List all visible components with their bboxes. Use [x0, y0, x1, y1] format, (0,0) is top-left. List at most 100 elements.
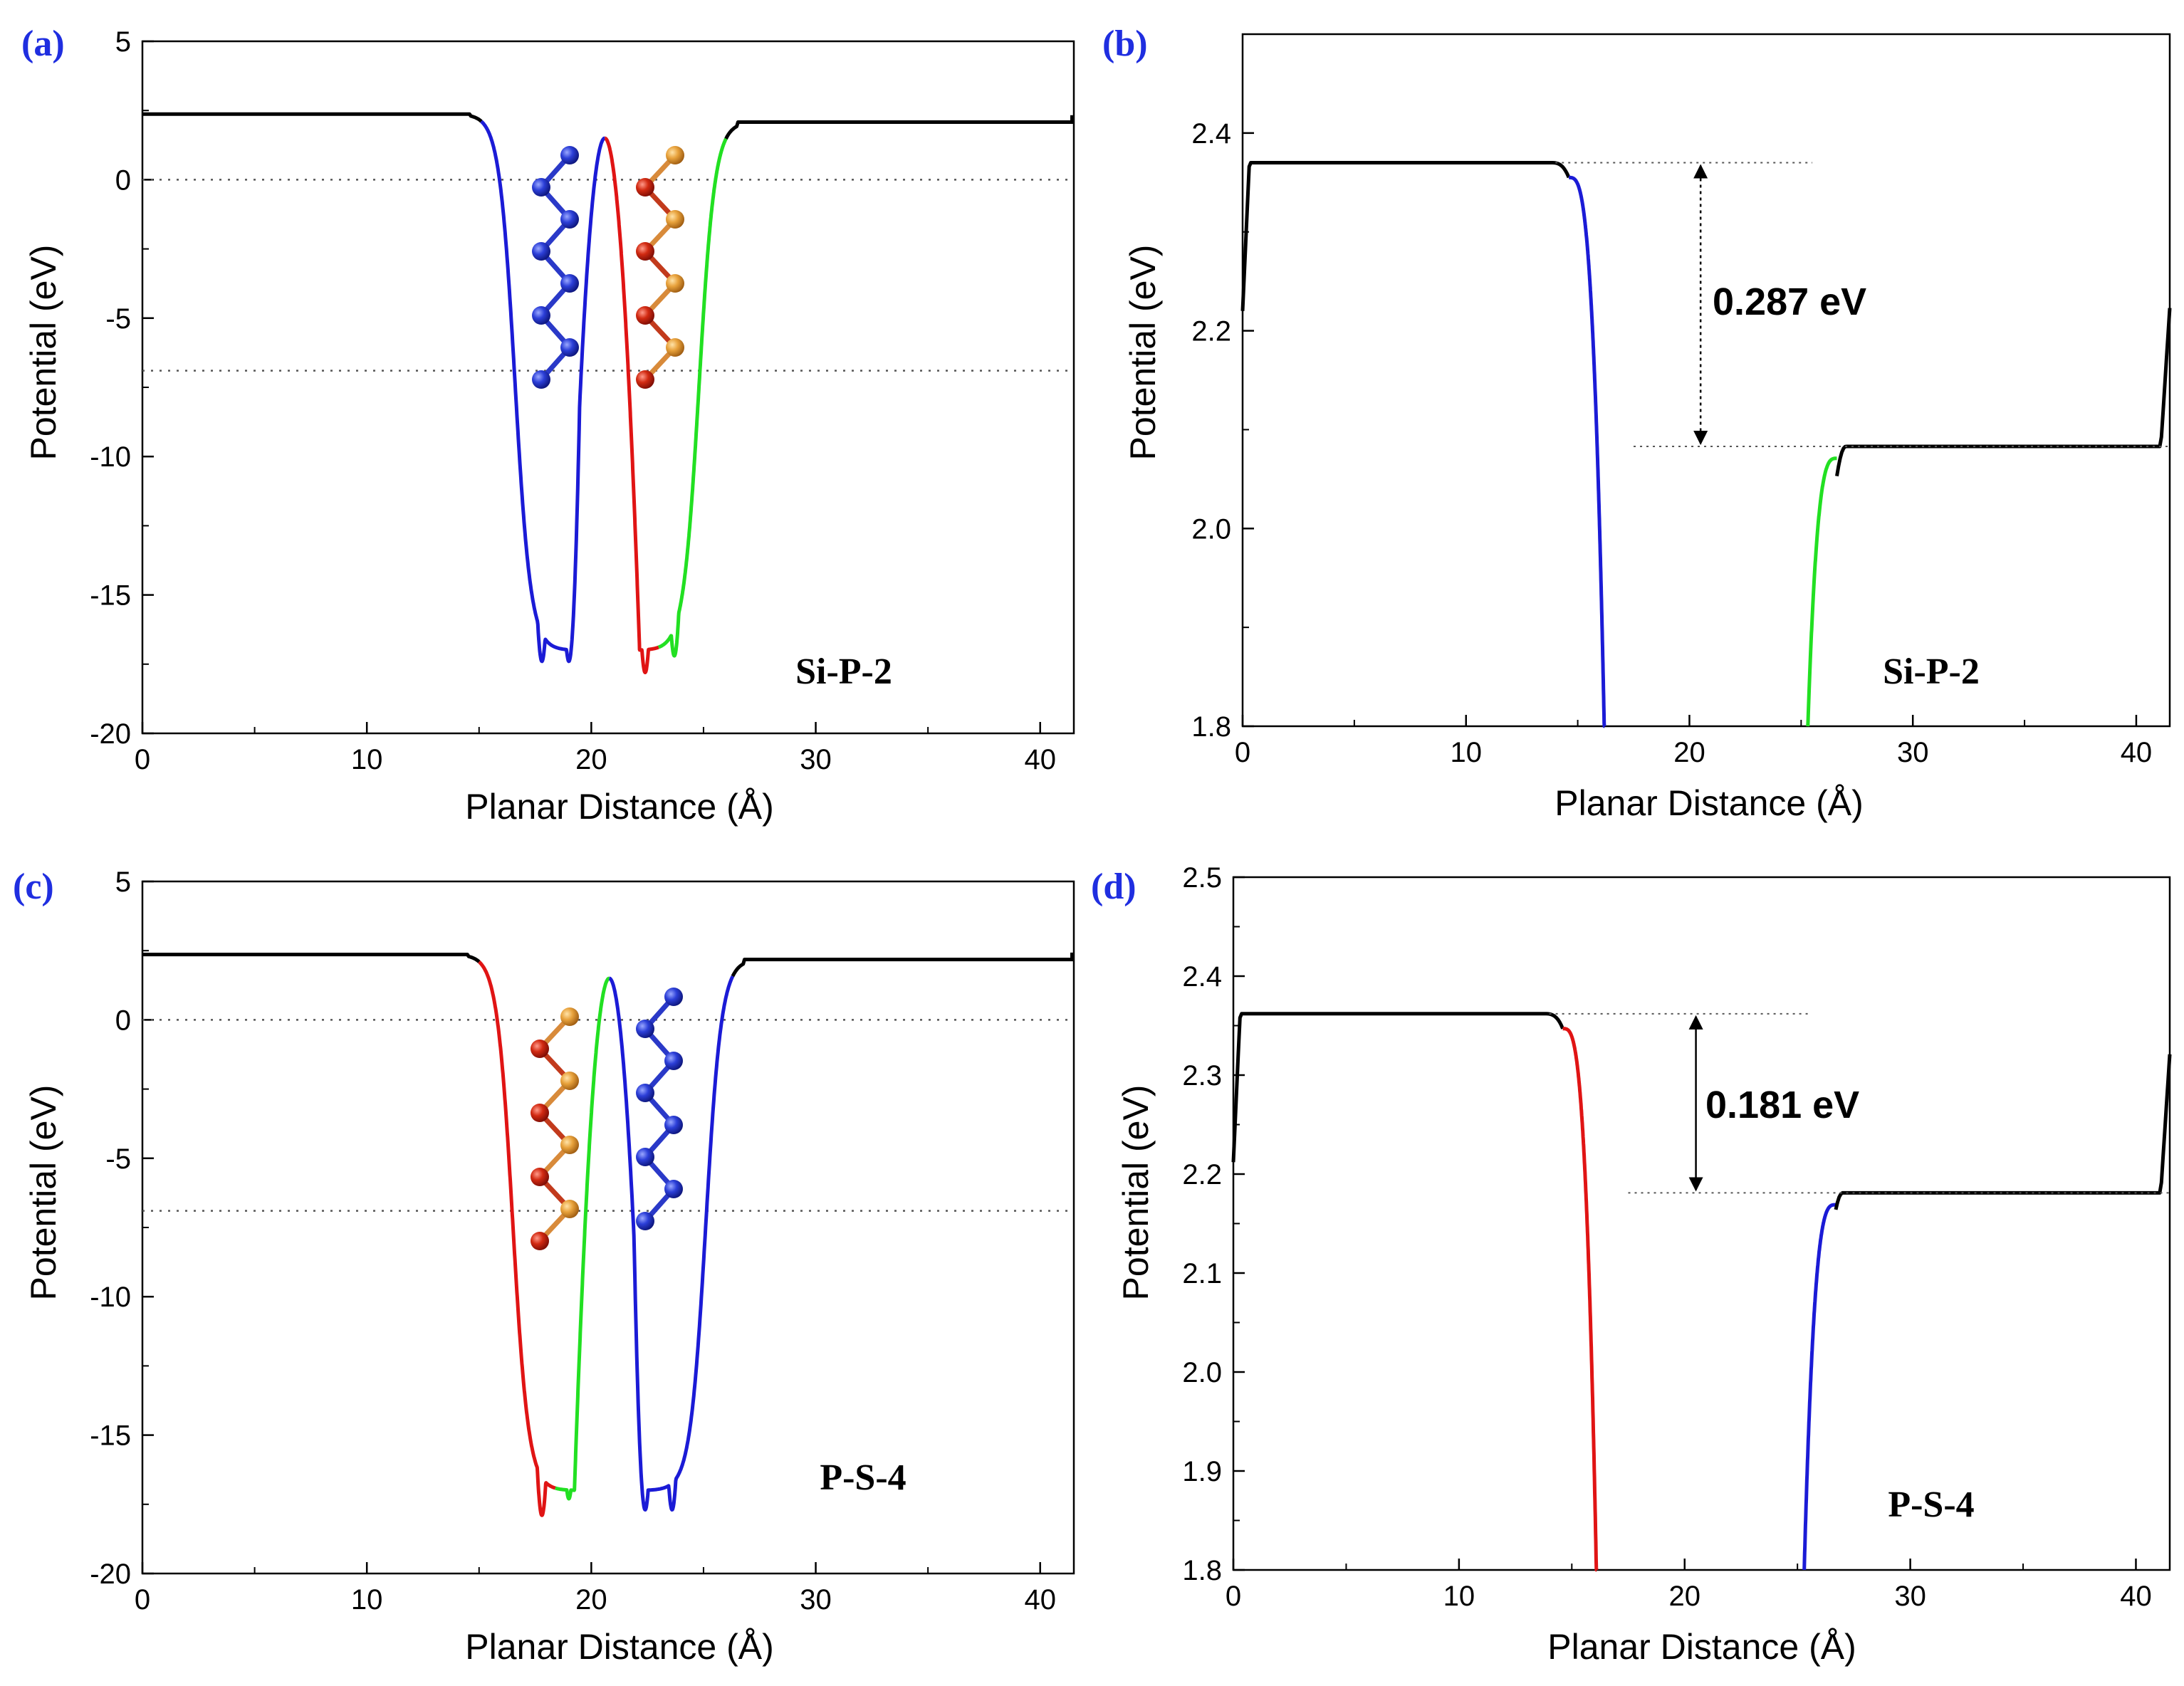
panel-a-bilayer-structure-inset [532, 146, 684, 389]
inset-c-ps-layer-atom [560, 1136, 579, 1154]
panel-d-series-p-atoms [1561, 1027, 1599, 1572]
panel-c-x-tick-label: 10 [351, 1584, 383, 1616]
inset-c-ps-layer-atom [531, 1104, 549, 1122]
inset-a-si-layer-atom [560, 146, 579, 164]
panel-d-y-axis-title: Potential (eV) [1116, 1085, 1156, 1301]
panel-c-potential-p-s-4: 0 10 20 30 40 -20 -15 -10 -5 0 5 (c) P-S-4 Planar … [13, 866, 1075, 1667]
panel-c-x-tick-label: 30 [800, 1584, 832, 1616]
inset-c-si-layer-atom [664, 1052, 683, 1070]
inset-c-si-layer-atom [664, 1180, 683, 1198]
inset-a-ps-layer-atom [636, 178, 654, 197]
panel-b-x-tick-label: 40 [2121, 737, 2153, 768]
panel-a-series-left-vacuum [142, 112, 483, 123]
inset-c-ps-layer-atom [531, 1232, 549, 1250]
inset-a-si-layer-atom [532, 306, 550, 325]
inset-c-si-layer-atom [636, 1020, 654, 1038]
panel-d-y-tick-label: 2.4 [1182, 961, 1222, 993]
inset-a-ps-layer-atom [666, 146, 684, 164]
panel-c-y-tick-label: -15 [90, 1420, 131, 1452]
panel-a-x-tick-label: 20 [575, 744, 607, 775]
panel-a-plot-area: 0 10 20 30 40 -20 -15 -10 -5 0 5 [90, 26, 1075, 775]
panel-d-y-tick-label: 2.5 [1182, 862, 1222, 894]
panel-d-x-tick-label: 20 [1668, 1581, 1700, 1612]
panel-d-x-axis-title: Planar Distance (Å) [1547, 1627, 1856, 1667]
panel-c-y-tick-label: -10 [90, 1282, 131, 1313]
inset-c-ps-layer-atom [560, 1007, 579, 1026]
panel-b-potential-gap-label: 0.287 eV [1713, 281, 1866, 323]
panel-a-y-tick-label: 0 [115, 164, 131, 196]
panel-a-y-tick-label: -5 [105, 303, 131, 335]
panel-c-label: (c) [13, 866, 54, 907]
panel-d-plot-area: 0 10 20 30 40 1.8 1.9 2.0 2.1 2.2 2.3 2.4 2.5 [1182, 862, 2172, 1612]
inset-a-si-layer-atom [560, 210, 579, 229]
panel-a-sample-label: Si-P-2 [795, 651, 892, 692]
panel-d-series-left-vacuum [1231, 1012, 1564, 1163]
inset-c-ps-layer-atom [560, 1072, 579, 1090]
panel-d-potential-zoom-p-s-4: 0 10 20 30 40 1.8 1.9 2.0 2.1 2.2 2.3 2.4 2.5 (d) P-… [1091, 862, 2172, 1667]
inset-a-ps-layer-atom [636, 370, 654, 389]
panel-b-x-tick-label: 20 [1673, 737, 1705, 768]
panel-a-x-tick-label: 10 [351, 744, 383, 775]
inset-c-ps-layer-atom [531, 1040, 549, 1058]
panel-d-x-tick-label: 40 [2120, 1581, 2152, 1612]
inset-c-si-layer-atom [664, 988, 683, 1006]
panel-a-y-tick-label: -15 [90, 580, 131, 612]
panel-c-y-tick-label: 0 [115, 1005, 131, 1036]
panel-c-x-tick-label: 20 [575, 1584, 607, 1616]
panel-d-y-tick-label: 1.9 [1182, 1456, 1222, 1487]
panel-b-y-tick-label: 2.4 [1191, 118, 1231, 150]
panel-b-x-tick-label: 0 [1235, 737, 1250, 768]
panel-a-potential-si-p-2: 0 10 20 30 40 -20 -15 -10 -5 0 5 (a) Si-P-2 Planar… [21, 23, 1075, 827]
panel-b-series-right-vacuum [1835, 308, 2172, 477]
inset-a-si-layer-atom [532, 178, 550, 197]
panel-c-y-tick-label: -5 [105, 1143, 131, 1175]
panel-c-plot-area: 0 10 20 30 40 -20 -15 -10 -5 0 5 [90, 866, 1075, 1616]
panel-d-y-tick-label: 2.1 [1182, 1258, 1222, 1289]
panel-a-x-tick-label: 30 [800, 744, 832, 775]
panel-a-y-tick-label: -20 [90, 718, 131, 750]
panel-b-y-tick-label: 1.8 [1191, 711, 1231, 743]
inset-a-ps-layer-atom [666, 274, 684, 293]
panel-a-series-right-vacuum [724, 120, 1075, 140]
panel-a-y-tick-label: 5 [115, 26, 131, 58]
panel-b-label: (b) [1102, 23, 1148, 64]
panel-d-y-tick-label: 2.3 [1182, 1060, 1222, 1091]
panel-b-plot-area: 0 10 20 30 40 1.8 2.0 2.2 2.4 [1191, 33, 2172, 768]
panel-d-x-tick-label: 0 [1226, 1581, 1241, 1612]
panel-c-series-left-vacuum [142, 953, 481, 963]
panel-c-y-tick-label: -20 [90, 1559, 131, 1590]
panel-a-y-tick-label: -10 [90, 441, 131, 473]
inset-a-si-layer-atom [532, 370, 550, 389]
panel-d-x-tick-label: 10 [1443, 1581, 1475, 1612]
inset-a-ps-layer-atom [636, 242, 654, 261]
panel-a-label: (a) [21, 23, 65, 64]
panel-b-sample-label: Si-P-2 [1883, 651, 1980, 692]
panel-d-potential-gap-label: 0.181 eV [1705, 1084, 1859, 1126]
panel-a-series-si-layer [480, 120, 607, 664]
panel-d-y-tick-label: 2.2 [1182, 1159, 1222, 1190]
panel-b-x-axis-title: Planar Distance (Å) [1555, 783, 1864, 823]
inset-c-si-layer-atom [636, 1148, 654, 1166]
panel-c-x-tick-label: 0 [135, 1584, 150, 1616]
panel-d-y-tick-label: 1.8 [1182, 1555, 1222, 1586]
inset-a-si-layer-atom [532, 242, 550, 261]
panel-b-plot-frame [1241, 33, 2171, 728]
panel-d-plot-frame [1232, 876, 2171, 1571]
panel-b-potential-zoom-si-p-2: 0 10 20 30 40 1.8 2.0 2.2 2.4 (b) Si-P-2 Planar … [1102, 23, 2172, 823]
panel-a-series-p-atoms [603, 136, 661, 674]
panel-b-x-tick-label: 10 [1450, 737, 1482, 768]
panel-c-series-s-atoms [553, 976, 611, 1501]
panel-b-series-s-atoms [1806, 456, 1839, 727]
inset-c-si-layer-atom [664, 1116, 683, 1134]
panel-c-y-axis-title: Potential (eV) [23, 1085, 63, 1301]
panel-c-series-si-layer [607, 975, 735, 1512]
panel-c-series-p-atoms [477, 960, 557, 1517]
panel-c-x-tick-label: 40 [1024, 1584, 1056, 1616]
panel-c-sample-label: P-S-4 [820, 1457, 906, 1498]
panel-d-sample-label: P-S-4 [1888, 1485, 1974, 1525]
panel-d-x-tick-label: 30 [1894, 1581, 1926, 1612]
panel-d-series-right-vacuum [1834, 1054, 2172, 1210]
inset-a-ps-layer-atom [666, 338, 684, 357]
panel-b-x-tick-label: 30 [1897, 737, 1929, 768]
